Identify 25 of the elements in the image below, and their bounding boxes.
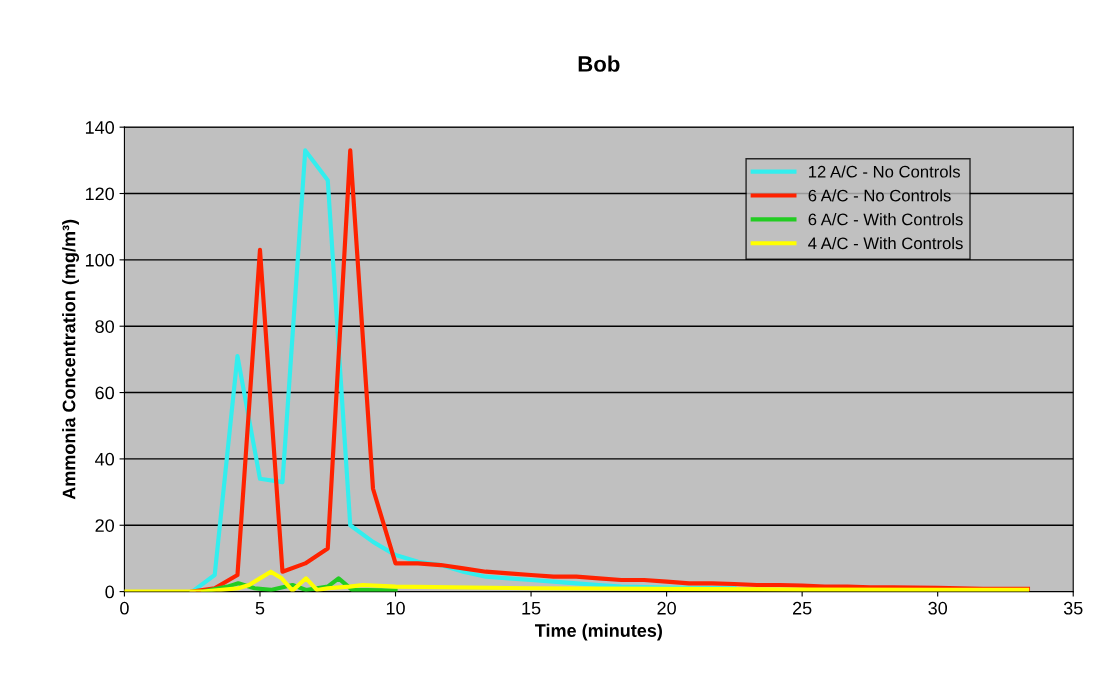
y-axis-title: Ammonia Concentration (mg/m³): [62, 219, 80, 500]
x-tick-label: 0: [120, 601, 129, 615]
line-series: [190, 148, 1031, 592]
y-tick-label: 140: [85, 121, 115, 134]
y-tick-label: 80: [95, 320, 115, 333]
x-tick-label: 25: [793, 601, 812, 615]
y-tick-label: 40: [95, 452, 115, 466]
legend-label: 4 A/C - With Controls: [808, 236, 963, 250]
x-tick-label: 15: [522, 601, 541, 615]
x-tick-label: 30: [928, 601, 948, 615]
x-tick-label: 35: [1063, 601, 1083, 615]
x-tick-label: 5: [255, 601, 265, 615]
y-tick-label: 100: [85, 253, 115, 267]
line-series: [124, 569, 1030, 592]
legend-label: 12 A/C - No Controls: [809, 165, 960, 178]
x-tick-label: 20: [657, 601, 676, 615]
y-tick-label: 20: [95, 519, 115, 532]
legend-label: 6 A/C - With Controls: [808, 213, 963, 226]
y-tick-label: 0: [105, 585, 114, 599]
legend-label: 6 A/C - No Controls: [808, 189, 951, 202]
y-tick-label: 120: [85, 187, 115, 201]
chart-title: Bob: [578, 55, 620, 72]
x-axis-title: Time (minutes): [534, 623, 662, 641]
x-tick-label: 10: [386, 601, 405, 615]
y-tick-label: 60: [95, 386, 115, 400]
